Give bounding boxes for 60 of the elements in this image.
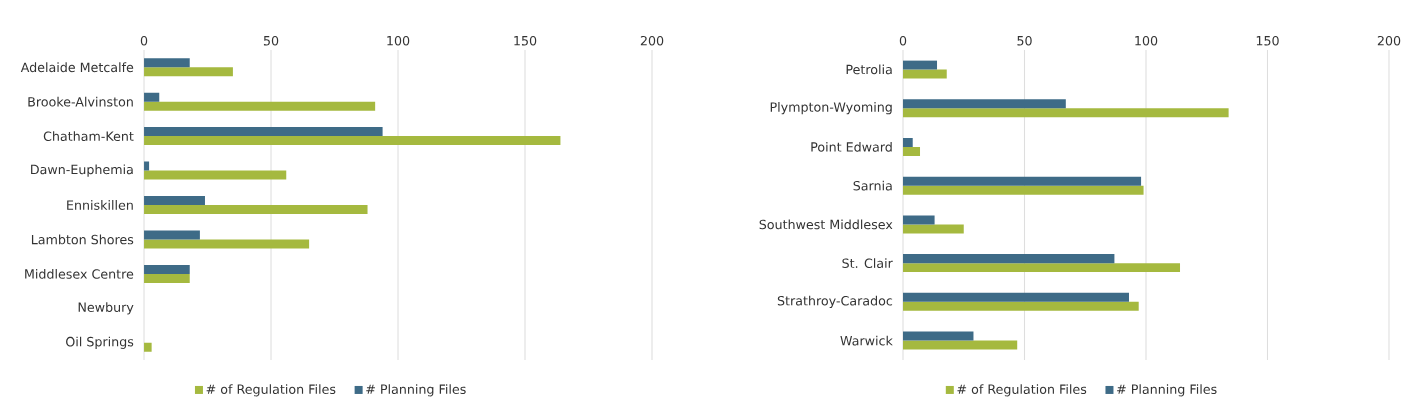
bar <box>144 101 376 111</box>
x-tick-label: 200 <box>640 35 664 46</box>
y-tick-label: Brooke-Alvinston <box>28 96 133 107</box>
bar <box>144 239 310 249</box>
y-tick-label: Oil Springs <box>66 336 134 349</box>
y-tick-label: St. Clair <box>842 258 893 269</box>
y-tick-label: Point Edward <box>811 141 892 152</box>
y-tick-label: Lambton Shores <box>31 234 134 245</box>
legend-label: # of Regulation Files <box>957 384 1087 397</box>
bar <box>903 292 1129 302</box>
bar <box>144 264 190 274</box>
x-tick-label: 150 <box>514 35 537 46</box>
y-tick-label: Adelaide Metcalfe <box>20 62 134 73</box>
legend-label: # of Regulation Files <box>206 384 336 397</box>
legend-label: # Planning Files <box>1117 384 1217 397</box>
x-tick-label: 100 <box>387 35 410 46</box>
bar <box>903 215 935 225</box>
bar <box>903 340 1018 350</box>
y-tick-label: Dawn-Euphemia <box>31 164 133 177</box>
x-tick-label: 100 <box>1135 35 1158 46</box>
bar <box>903 331 974 341</box>
y-tick-label: Southwest Middlesex <box>759 219 893 230</box>
bar <box>903 224 964 234</box>
y-tick-label: Plympton-Wyoming <box>770 101 892 115</box>
bar <box>903 176 1142 186</box>
x-tick-label: 0 <box>140 35 148 46</box>
bar <box>903 99 1066 109</box>
bar <box>144 230 200 240</box>
bar <box>903 137 913 147</box>
bar <box>903 263 1181 273</box>
bar <box>144 195 205 205</box>
y-tick-label: Middlesex Centre <box>25 268 134 279</box>
y-tick-label: Strathroy-Caradoc <box>777 295 893 308</box>
y-tick-label: Sarnia <box>853 180 892 191</box>
bar <box>144 204 368 214</box>
bar <box>144 127 383 137</box>
bar <box>903 108 1229 118</box>
bar <box>144 342 152 352</box>
x-tick-label: 0 <box>899 35 907 46</box>
y-tick-label: Warwick <box>840 335 893 346</box>
y-tick-label: Enniskillen <box>67 200 133 210</box>
x-tick-label: 150 <box>1256 35 1279 46</box>
x-tick-label: 50 <box>263 35 279 46</box>
bar <box>144 273 190 283</box>
y-tick-label: Chatham-Kent <box>43 131 134 142</box>
bar <box>903 254 1115 264</box>
bar <box>144 92 160 102</box>
bar <box>144 67 233 77</box>
bar <box>144 58 190 68</box>
y-tick-label: Newbury <box>78 302 134 315</box>
y-tick-label: Petrolia <box>846 64 892 75</box>
x-tick-label: 50 <box>1017 35 1032 46</box>
legend-label: # Planning Files <box>366 384 466 397</box>
bar <box>903 185 1144 195</box>
x-tick-label: 200 <box>1377 35 1401 46</box>
bar <box>903 69 947 79</box>
bar <box>903 301 1139 311</box>
bar <box>903 146 921 156</box>
bar <box>144 170 287 180</box>
bar <box>144 136 561 146</box>
